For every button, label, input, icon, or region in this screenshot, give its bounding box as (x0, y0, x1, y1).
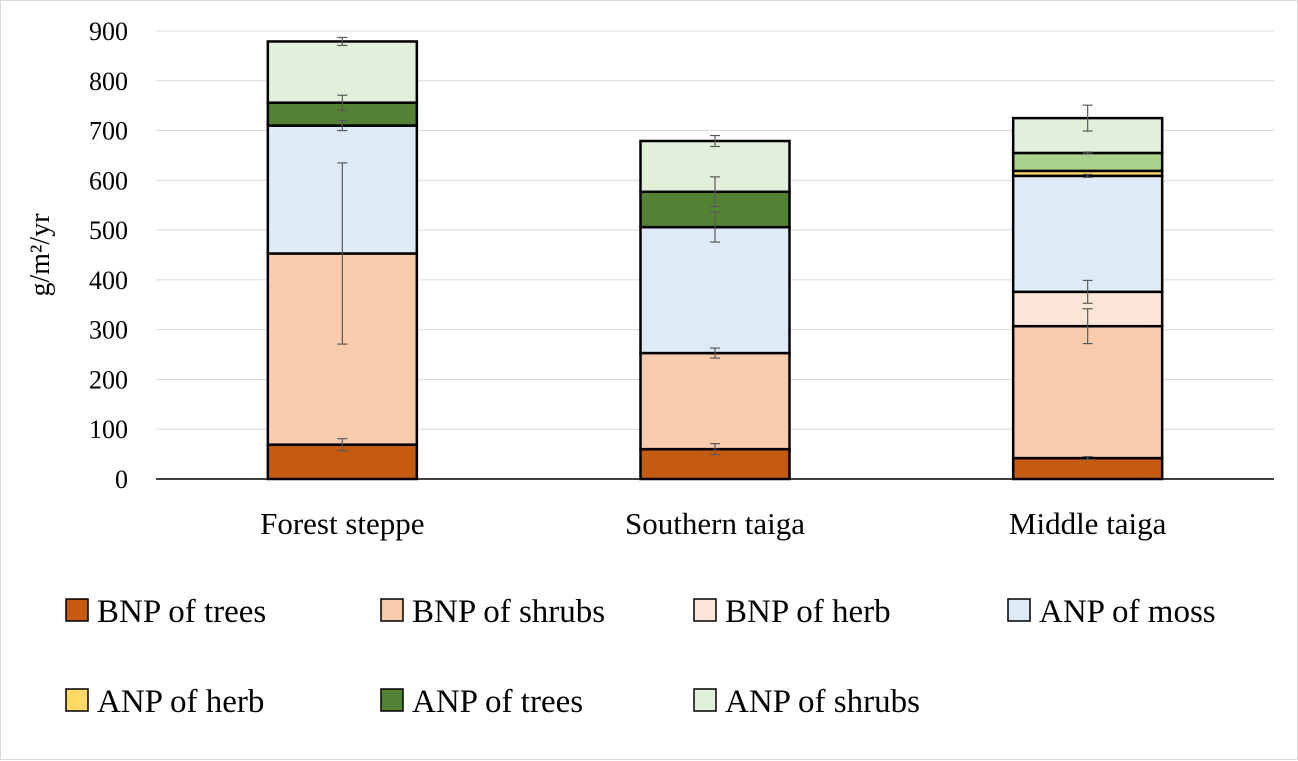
y-tick-label: 500 (89, 216, 128, 245)
bar-segment (1011, 456, 1164, 481)
y-tick-label: 800 (89, 67, 128, 96)
x-tick-label: Forest steppe (260, 506, 424, 541)
bar-segment (639, 225, 791, 355)
legend-label: BNP of shrubs (412, 594, 605, 630)
bar-segment (1011, 324, 1164, 460)
y-tick-label: 600 (89, 166, 128, 195)
legend-label: ANP of herb (97, 684, 264, 720)
bar-segment (266, 40, 419, 104)
x-tick-label: Middle taiga (1009, 506, 1167, 541)
legend-label: ANP of moss (1039, 594, 1216, 630)
bar-segment (639, 351, 791, 451)
legend-swatch (693, 598, 717, 622)
y-tick-label: 0 (115, 465, 128, 494)
y-tick-label: 200 (89, 365, 128, 394)
bar-segment (1011, 151, 1164, 173)
y-tick-label: 100 (89, 415, 128, 444)
legend-swatch (65, 688, 89, 712)
y-tick-label: 400 (89, 266, 128, 295)
legend-label: ANP of shrubs (725, 684, 920, 720)
legend-swatch (693, 688, 717, 712)
y-axis-label: g/m²/yr (25, 213, 56, 297)
legend-label: ANP of trees (412, 684, 583, 720)
y-tick-label: 700 (89, 117, 128, 146)
legend-label: BNP of trees (97, 594, 266, 630)
y-tick-label: 900 (89, 17, 128, 46)
legend-label: BNP of herb (725, 594, 891, 630)
legend-swatch (65, 598, 89, 622)
y-tick-label: 300 (89, 316, 128, 345)
bar-segment (1011, 174, 1164, 294)
legend-swatch (380, 598, 404, 622)
legend-swatch (380, 688, 404, 712)
x-tick-label: Southern taiga (625, 506, 805, 541)
legend-swatch (1007, 598, 1031, 622)
